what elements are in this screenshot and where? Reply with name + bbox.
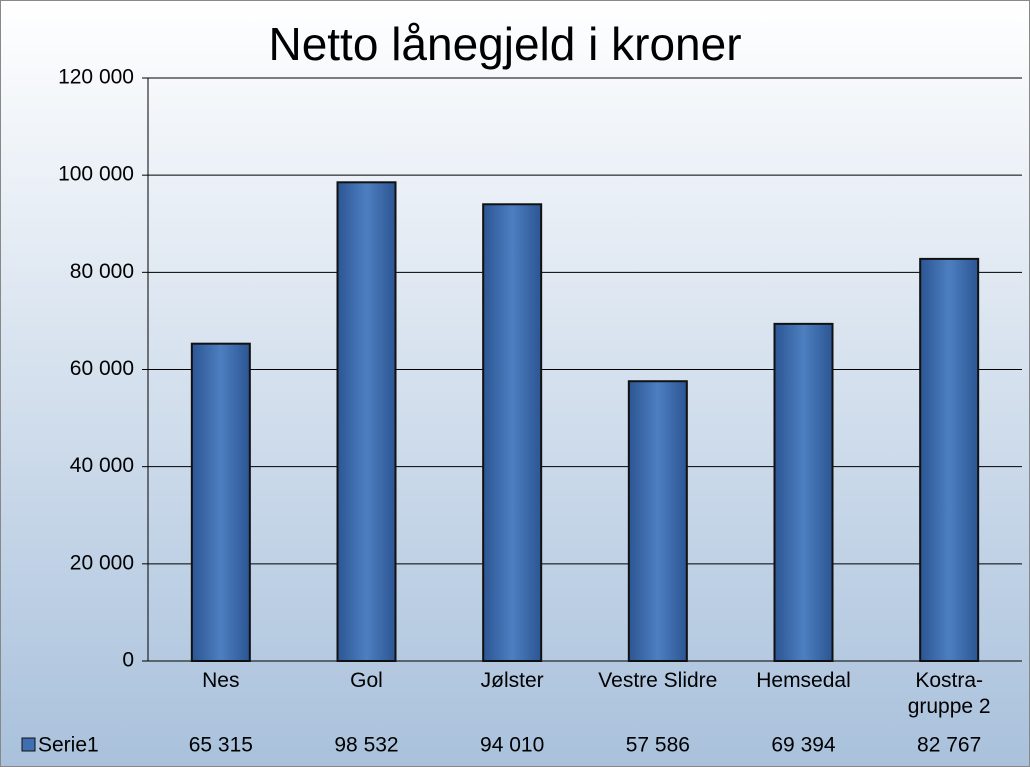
bar <box>482 203 543 662</box>
x-tick-label: Vestre Slidre <box>598 669 718 692</box>
y-tick-label: 20 000 <box>70 551 134 574</box>
y-tick-label: 80 000 <box>70 260 134 283</box>
data-table-value: 82 767 <box>917 734 981 757</box>
bar <box>627 380 688 662</box>
y-tick-label: 120 000 <box>58 66 134 89</box>
x-tick-label: Jølster <box>480 669 544 692</box>
x-tick-label: Nes <box>202 669 240 692</box>
data-table-value: 57 586 <box>626 734 690 757</box>
x-tick-label: Hemsedal <box>756 669 851 692</box>
y-tick-label: 100 000 <box>58 163 134 186</box>
y-tick-label: 0 <box>122 649 134 672</box>
x-tick-label: Gol <box>350 669 383 692</box>
y-tick-label: 60 000 <box>70 357 134 380</box>
data-table-value: 65 315 <box>189 734 253 757</box>
data-table-value: 69 394 <box>771 734 836 757</box>
chart-title: Netto lånegjeld i kroner <box>268 18 741 70</box>
bar <box>336 181 397 662</box>
y-tick-label: 40 000 <box>70 454 134 477</box>
bar <box>773 322 834 662</box>
bar <box>190 342 251 662</box>
x-tick-label: Kostra-gruppe 2 <box>907 669 991 718</box>
bar <box>919 257 980 662</box>
legend-label: Serie1 <box>38 734 99 757</box>
legend-swatch <box>21 737 36 752</box>
data-table-value: 94 010 <box>480 734 544 757</box>
data-table-value: 98 532 <box>334 734 398 757</box>
